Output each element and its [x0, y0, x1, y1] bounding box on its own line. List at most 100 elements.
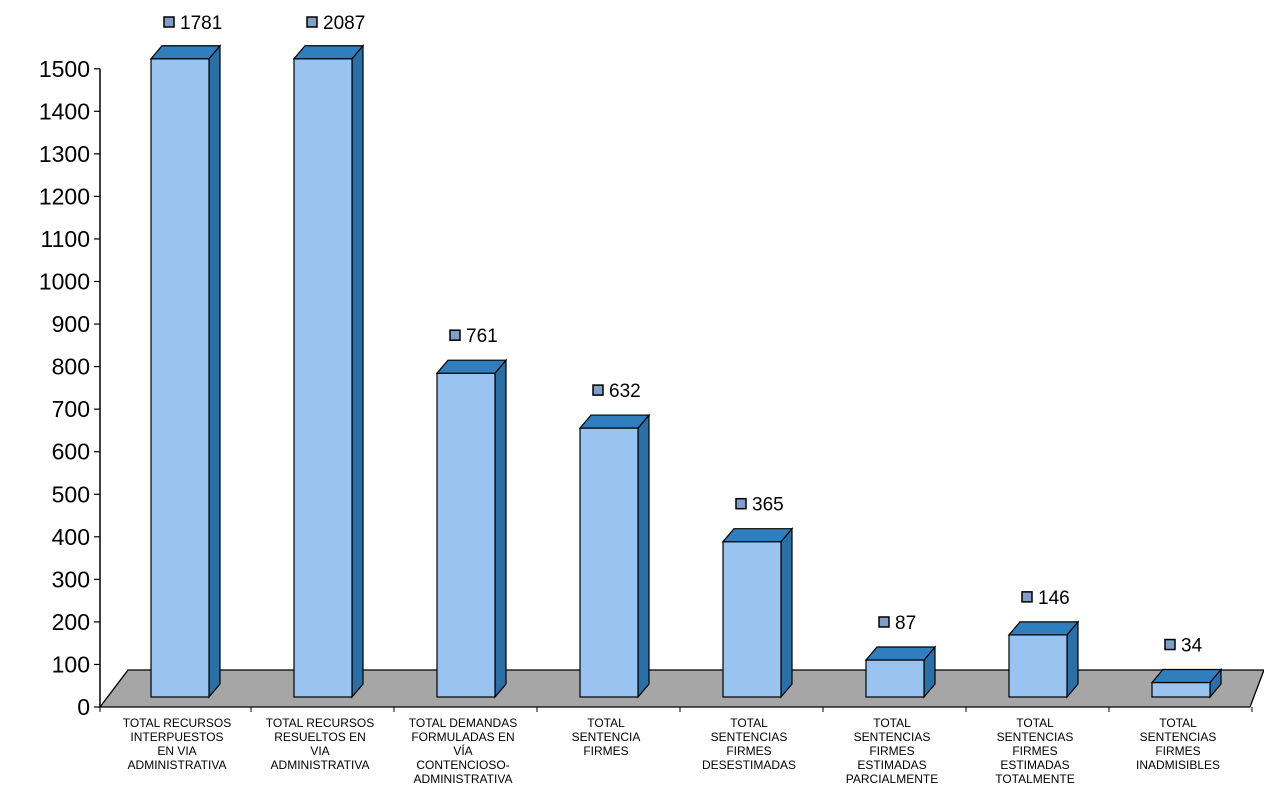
data-label: 1781 — [163, 13, 222, 34]
data-label-marker — [306, 16, 318, 28]
data-label-text: 365 — [752, 495, 784, 516]
data-label: 146 — [1021, 588, 1070, 609]
bar-front — [1008, 634, 1068, 698]
category-label-line: VÍA — [453, 743, 472, 758]
bar-top — [149, 45, 222, 60]
category-label-line: DESESTIMADAS — [702, 758, 796, 772]
category-label-line: ADMINISTRATIVA — [271, 758, 370, 772]
value-axis — [94, 68, 1253, 712]
bar-side — [494, 358, 507, 699]
y-tick-label: 500 — [52, 481, 90, 507]
data-label-text: 2087 — [323, 13, 365, 34]
category-label-line: ESTIMADAS — [1000, 758, 1069, 772]
category-label-line: FIRMES — [1155, 744, 1200, 758]
bar-top — [292, 45, 365, 60]
chart-floor — [98, 669, 1264, 708]
data-label: 2087 — [306, 13, 365, 34]
bar — [864, 645, 937, 699]
category-label-line: TOTAL — [1016, 716, 1054, 730]
category-label-line: ADMINISTRATIVA — [414, 772, 513, 786]
y-tick-label: 700 — [52, 396, 90, 422]
bar-front — [722, 541, 782, 698]
category-label-line: INTERPUESTOS — [130, 730, 223, 744]
data-label-text: 1781 — [180, 13, 222, 34]
data-label-marker — [1021, 591, 1033, 603]
category-label-line: FIRMES — [583, 744, 628, 758]
category-label-line: SENTENCIAS — [1140, 730, 1217, 744]
category-label-line: ESTIMADAS — [857, 758, 926, 772]
category-label-line: INADMISIBLES — [1136, 758, 1220, 772]
data-label-marker — [449, 329, 461, 341]
data-label-marker — [735, 497, 747, 510]
category-label-line: TOTAL — [873, 716, 911, 730]
bar-top — [721, 528, 794, 543]
y-tick-labels: 0 100 200 300 400 500 600 700 800 900 1000 1100 1200… — [39, 56, 90, 720]
y-tick-label: 400 — [52, 524, 90, 550]
category-label-line: SENTENCIAS — [711, 730, 788, 744]
y-tick-label: 800 — [52, 354, 90, 380]
data-label: 761 — [449, 326, 498, 347]
category-label-line: SENTENCIA — [572, 730, 641, 744]
data-label-marker — [163, 16, 175, 28]
category-label-line: RESUELTOS EN — [274, 730, 366, 744]
category-label-line: TOTAL RECURSOS — [123, 716, 231, 730]
category-label: TOTAL RECURSOS RESUELTOS EN VIA ADMINISTRAT… — [266, 716, 374, 772]
y-tick-label: 1300 — [39, 141, 90, 167]
bar — [1150, 667, 1223, 699]
bar — [149, 44, 222, 699]
y-tick-label: 1500 — [39, 56, 90, 82]
y-tick-label: 1100 — [41, 226, 90, 252]
data-label: 87 — [878, 613, 916, 634]
y-tick-label: 1200 — [39, 183, 90, 209]
bar — [721, 527, 794, 699]
category-label-line: TOTAL — [1159, 716, 1197, 730]
category-label-line: VIA — [310, 744, 329, 758]
bar-top — [1150, 668, 1223, 684]
y-tick-label: 600 — [52, 439, 90, 465]
category-label-line: FORMULADAS EN — [411, 730, 514, 744]
bar-front — [150, 58, 210, 698]
data-label-marker — [592, 384, 604, 396]
bar — [292, 44, 365, 699]
data-label-text: 34 — [1181, 636, 1203, 657]
category-label-line: FIRMES — [869, 744, 914, 758]
category-label-line: SENTENCIAS — [997, 730, 1074, 744]
bar — [578, 413, 651, 699]
category-label: TOTAL SENTENCIAS FIRMES INADMISIBLES — [1136, 716, 1220, 772]
category-label: TOTAL SENTENCIAS FIRMES ESTIMADAS TOTALMENTE — [995, 716, 1075, 786]
bar-side — [780, 527, 793, 699]
data-labels: 1781 2087 761 632 365 87 146 34 — [163, 13, 1203, 657]
data-label-marker — [1164, 638, 1176, 651]
category-label-line: EN VIA — [157, 744, 196, 758]
data-label-marker — [878, 616, 890, 628]
category-label-line: TOTAL — [730, 716, 768, 730]
data-label: 632 — [592, 381, 641, 402]
data-label-text: 146 — [1038, 588, 1070, 609]
bar — [1007, 620, 1080, 699]
category-label-line: SENTENCIAS — [854, 730, 931, 744]
bar-front — [436, 372, 496, 698]
y-tick-label: 100 — [52, 651, 90, 677]
category-label-line: PARCIALMENTE — [846, 772, 938, 786]
y-tick-label: 300 — [52, 566, 90, 592]
category-label-line: TOTAL DEMANDAS — [409, 716, 517, 730]
bar-top — [435, 359, 508, 374]
y-tick-label: 900 — [52, 311, 90, 337]
bar-top — [578, 414, 651, 429]
bar-side — [351, 44, 364, 699]
y-tick-label: 200 — [52, 609, 90, 635]
category-label-line: TOTAL — [587, 716, 625, 730]
bars — [149, 44, 1223, 699]
category-label: TOTAL RECURSOS INTERPUESTOS EN VIA ADMINIST… — [123, 716, 231, 772]
bar-side — [637, 413, 650, 699]
data-label: 365 — [735, 495, 784, 516]
category-label: TOTAL SENTENCIAS FIRMES ESTIMADAS PARCIALMEN… — [846, 716, 938, 786]
bar-front — [579, 427, 639, 698]
category-label: TOTAL DEMANDAS FORMULADAS EN VÍA CONTENCIOS… — [409, 716, 517, 786]
data-label-text: 87 — [895, 613, 916, 634]
category-label: TOTAL SENTENCIAS FIRMES DESESTIMADAS — [702, 716, 796, 772]
bar-front — [293, 58, 353, 698]
bar-top — [864, 646, 937, 661]
category-label: TOTAL SENTENCIA FIRMES — [572, 716, 641, 758]
bar-top — [1007, 621, 1080, 636]
